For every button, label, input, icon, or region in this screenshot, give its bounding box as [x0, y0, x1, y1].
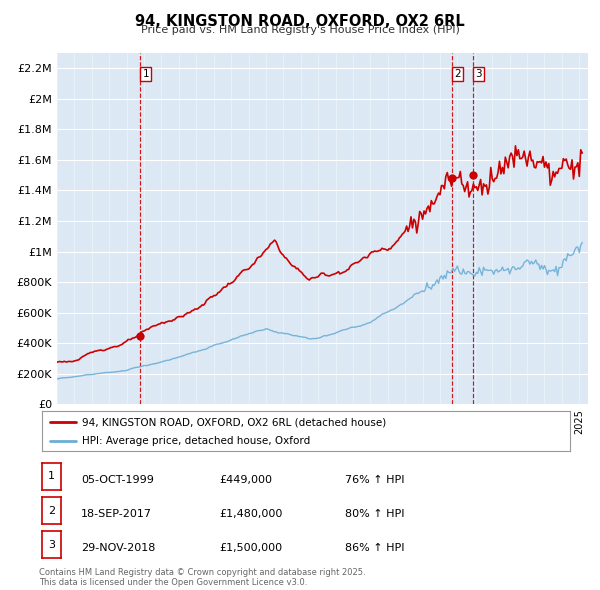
Text: Price paid vs. HM Land Registry's House Price Index (HPI): Price paid vs. HM Land Registry's House … [140, 25, 460, 35]
Text: 76% ↑ HPI: 76% ↑ HPI [345, 474, 404, 484]
Text: 86% ↑ HPI: 86% ↑ HPI [345, 543, 404, 553]
Text: 29-NOV-2018: 29-NOV-2018 [81, 543, 155, 553]
Text: 05-OCT-1999: 05-OCT-1999 [81, 474, 154, 484]
Text: 1: 1 [142, 69, 149, 79]
Text: 3: 3 [48, 540, 55, 550]
Text: 3: 3 [476, 69, 482, 79]
Text: 80% ↑ HPI: 80% ↑ HPI [345, 509, 404, 519]
Text: 94, KINGSTON ROAD, OXFORD, OX2 6RL: 94, KINGSTON ROAD, OXFORD, OX2 6RL [135, 14, 465, 29]
Text: Contains HM Land Registry data © Crown copyright and database right 2025.
This d: Contains HM Land Registry data © Crown c… [39, 568, 365, 587]
Text: 2: 2 [48, 506, 55, 516]
Text: 18-SEP-2017: 18-SEP-2017 [81, 509, 152, 519]
Text: 1: 1 [48, 471, 55, 481]
Text: 2: 2 [454, 69, 461, 79]
Text: £1,480,000: £1,480,000 [219, 509, 283, 519]
Text: £1,500,000: £1,500,000 [219, 543, 282, 553]
Text: HPI: Average price, detached house, Oxford: HPI: Average price, detached house, Oxfo… [82, 437, 310, 446]
Text: 94, KINGSTON ROAD, OXFORD, OX2 6RL (detached house): 94, KINGSTON ROAD, OXFORD, OX2 6RL (deta… [82, 418, 386, 428]
Text: £449,000: £449,000 [219, 474, 272, 484]
